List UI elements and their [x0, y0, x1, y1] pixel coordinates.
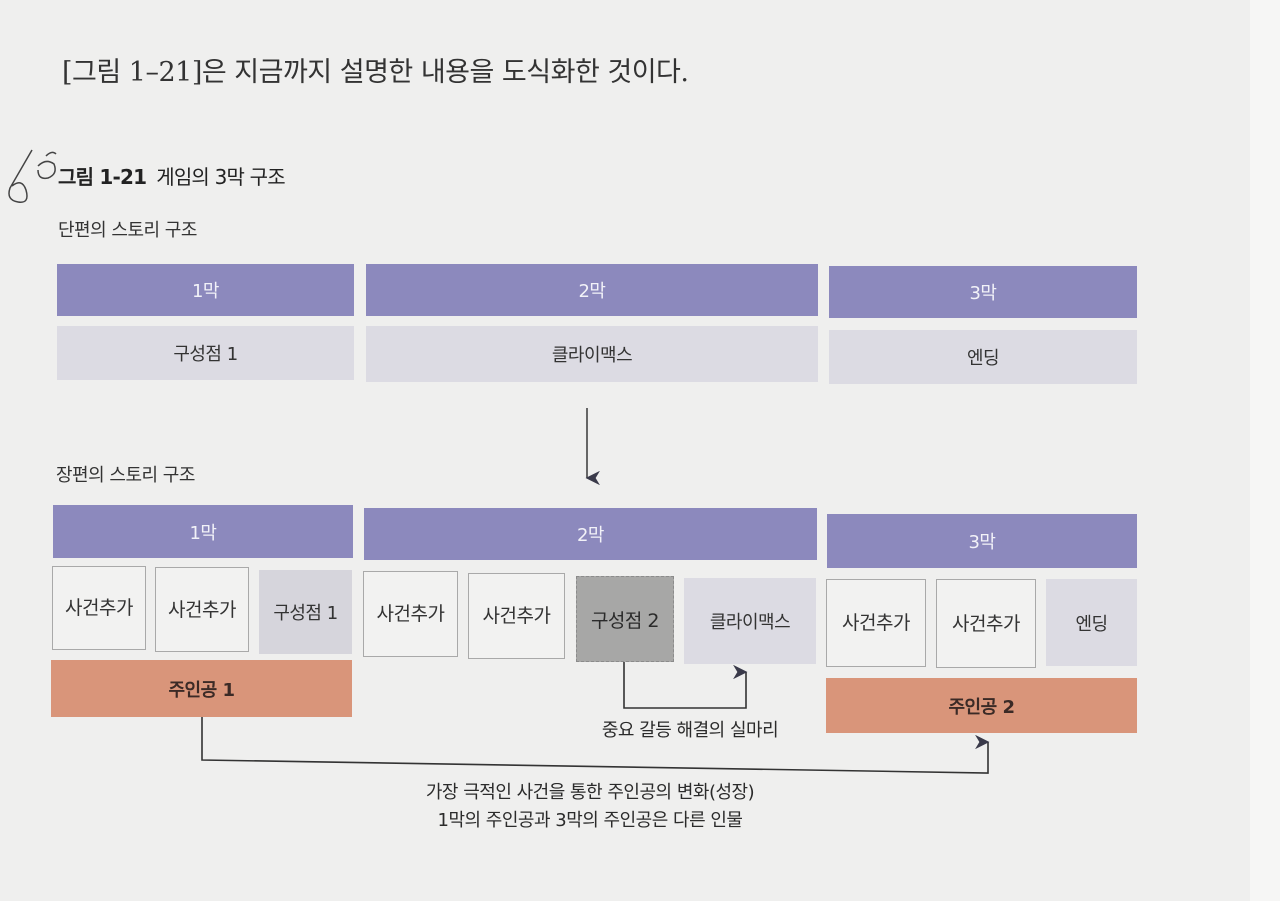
- act3-event-1: 사건 추가: [826, 579, 926, 667]
- short-act-1: 1막: [57, 264, 354, 316]
- act3-ending: 엔딩: [1046, 579, 1137, 666]
- act1-event-1: 사건 추가: [52, 566, 146, 650]
- intro-text: [그림 1–21]은 지금까지 설명한 내용을 도식화한 것이다.: [62, 57, 689, 88]
- growth-annotation-2: 1막의 주인공과 3막의 주인공은 다른 인물: [437, 810, 743, 831]
- protagonist-change-arrow-icon: [201, 717, 990, 774]
- long-act-2: 2막: [364, 508, 817, 560]
- act2-plot-point-2: 구성점 2: [576, 576, 674, 662]
- short-act-3: 3막: [829, 266, 1137, 318]
- act2-event-2: 사건 추가: [468, 573, 565, 659]
- plot-to-climax-arrow-icon: [623, 662, 748, 709]
- protagonist-2: 주인공 2: [826, 678, 1137, 733]
- handwritten-scribble-icon: [8, 149, 57, 203]
- act3-event-2: 사건 추가: [936, 579, 1036, 668]
- short-ending: 엔딩: [829, 330, 1137, 384]
- short-climax: 클라이맥스: [366, 326, 818, 382]
- act1-event-2: 사건 추가: [155, 567, 249, 652]
- short-story-label: 단편의 스토리 구조: [58, 220, 197, 241]
- long-act-3: 3막: [827, 514, 1137, 568]
- protagonist-1: 주인공 1: [51, 660, 352, 717]
- long-story-label: 장편의 스토리 구조: [56, 465, 195, 486]
- figure-title: 그림 1-21 게임의 3막 구조: [58, 161, 286, 190]
- figure-caption: 게임의 3막 구조: [156, 165, 285, 189]
- page-edge: [1250, 0, 1280, 901]
- figure-number: 그림 1-21: [58, 165, 147, 189]
- short-act-2: 2막: [366, 264, 818, 316]
- long-act-1: 1막: [53, 505, 353, 558]
- conflict-annotation: 중요 갈등 해결의 실마리: [601, 720, 779, 741]
- act1-plot-point-1: 구성점 1: [259, 570, 352, 654]
- short-plot-point-1: 구성점 1: [57, 326, 354, 380]
- act2-event-1: 사건 추가: [363, 571, 458, 657]
- growth-annotation-1: 가장 극적인 사건을 통한 주인공의 변화(성장): [425, 782, 755, 803]
- act2-climax: 클라이맥스: [684, 578, 816, 664]
